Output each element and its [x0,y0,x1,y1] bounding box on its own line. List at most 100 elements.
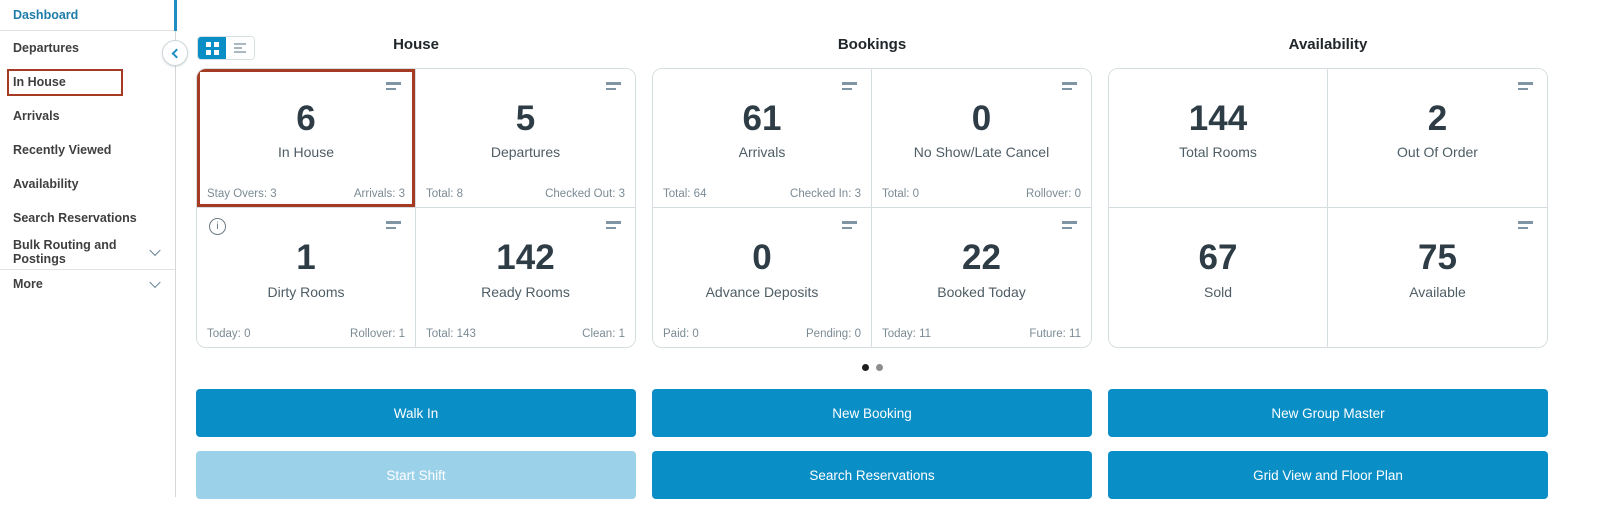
sidebar: Dashboard Departures In House Arrivals R… [0,0,175,497]
tile-flip-icon[interactable] [1518,221,1533,229]
tile-label: Out Of Order [1397,144,1478,161]
tile-in-house[interactable]: 6 In House Stay Overs: 3 Arrivals: 3 [197,69,416,208]
tile-foot-right: Checked In: 3 [790,188,861,200]
tile-advance-deposits[interactable]: 0 Advance Deposits Paid: 0 Pending: 0 [653,208,872,347]
new-group-master-button[interactable]: New Group Master [1108,389,1548,437]
tile-value: 5 [515,98,536,138]
sidebar-item-bulk-routing[interactable]: Bulk Routing and Postings [0,235,175,269]
tile-foot-left: Total: 0 [882,188,920,200]
tile-flip-icon[interactable] [606,221,621,229]
sidebar-item-label: Bulk Routing and Postings [13,238,117,266]
sidebar-more-group: More [0,269,175,297]
tile-flip-icon[interactable] [1062,82,1077,90]
tile-flip-icon[interactable] [842,82,857,90]
sidebar-item-availability[interactable]: Availability [0,167,175,201]
section-title-bookings: Bookings [837,36,907,53]
sidebar-item-in-house[interactable]: In House [0,65,175,99]
tile-label: Booked Today [937,283,1026,300]
chevron-down-icon [149,276,161,288]
grid-icon [205,41,219,55]
sidebar-item-departures[interactable]: Departures [0,31,175,65]
tile-flip-icon[interactable] [1062,221,1077,229]
list-icon [234,43,246,53]
tile-flip-icon[interactable] [842,221,857,229]
tile-no-show-late-cancel[interactable]: 0 No Show/Late Cancel Total: 0 Rollover:… [872,69,1091,208]
tile-dirty-rooms[interactable]: i 1 Dirty Rooms Today: 0 Rollover: 1 [197,208,416,347]
sidebar-item-label: Dashboard [13,8,79,22]
sidebar-item-more[interactable]: More [0,270,175,297]
tile-total-rooms[interactable]: 144 Total Rooms [1109,69,1328,208]
sidebar-item-recently-viewed[interactable]: Recently Viewed [0,133,175,167]
tile-flip-icon[interactable] [606,82,621,90]
tile-label: No Show/Late Cancel [913,144,1050,161]
availability-card: 144 Total Rooms 2 Out Of Order 67 Sold 7… [1108,68,1548,348]
tile-flip-icon[interactable] [1518,82,1533,90]
tile-label: In House [277,144,335,161]
house-card: 6 In House Stay Overs: 3 Arrivals: 3 5 D… [196,68,636,348]
grid-view-button[interactable] [198,37,226,59]
tile-label: Dirty Rooms [267,283,345,300]
tile-value: 61 [742,98,782,138]
tile-value: 6 [296,98,316,138]
tile-departures[interactable]: 5 Departures Total: 8 Checked Out: 3 [416,69,635,208]
tile-foot-right: Arrivals: 3 [353,188,405,200]
sidebar-item-label: Departures [13,41,79,55]
tile-value: 22 [962,238,1001,278]
tile-foot-left: Total: 143 [426,328,476,340]
list-view-button[interactable] [226,37,254,59]
tile-label: Available [1409,283,1466,300]
active-nav-indicator [174,0,177,31]
tile-booked-today[interactable]: 22 Booked Today Today: 11 Future: 11 [872,208,1091,347]
tile-foot-left: Stay Overs: 3 [207,188,277,200]
grid-view-floor-plan-button[interactable]: Grid View and Floor Plan [1108,451,1548,499]
tile-value: 67 [1198,238,1238,278]
sidebar-collapse-button[interactable] [162,40,188,66]
sidebar-item-search-reservations[interactable]: Search Reservations [0,201,175,235]
tile-foot-right: Future: 11 [1029,328,1081,340]
tile-ready-rooms[interactable]: 142 Ready Rooms Total: 143 Clean: 1 [416,208,635,347]
bookings-card: 61 Arrivals Total: 64 Checked In: 3 0 No… [652,68,1092,348]
tile-value: 142 [496,238,555,278]
tile-foot-left: Total: 64 [663,188,707,200]
tile-sold[interactable]: 67 Sold [1109,208,1328,347]
section-title-availability: Availability [1288,36,1368,53]
new-booking-button[interactable]: New Booking [652,389,1092,437]
tile-value: 2 [1427,98,1448,138]
search-reservations-button[interactable]: Search Reservations [652,451,1092,499]
tile-label: Total Rooms [1179,144,1257,161]
tile-out-of-order[interactable]: 2 Out Of Order [1328,69,1547,208]
tile-foot-right: Checked Out: 3 [545,188,625,200]
sidebar-item-arrivals[interactable]: Arrivals [0,99,175,133]
tile-value: 144 [1188,98,1248,138]
section-title-house: House [393,36,439,53]
tile-flip-icon[interactable] [386,82,401,90]
tile-value: 0 [752,238,772,278]
tile-label: Sold [1203,283,1233,300]
tile-label: Departures [490,144,561,161]
sidebar-item-label: Search Reservations [13,211,137,225]
start-shift-button: Start Shift [196,451,636,499]
pagination-dot[interactable] [875,364,883,371]
tile-label: Arrivals [738,144,786,161]
tile-foot-right: Rollover: 1 [350,328,405,340]
info-icon[interactable]: i [209,218,226,235]
sidebar-item-dashboard[interactable]: Dashboard [0,0,175,31]
sidebar-item-label: More [13,276,43,291]
sidebar-item-label: Arrivals [13,109,60,123]
sidebar-item-label: Availability [13,177,79,191]
tile-label: Advance Deposits [705,283,819,300]
tile-arrivals[interactable]: 61 Arrivals Total: 64 Checked In: 3 [653,69,872,208]
tile-flip-icon[interactable] [386,221,401,229]
tile-foot-right: Rollover: 0 [1026,188,1081,200]
carousel-pagination [196,364,1548,371]
sidebar-border [175,0,176,497]
pagination-dot[interactable] [861,364,869,371]
tile-foot-left: Total: 8 [426,188,464,200]
view-toggle [197,36,255,60]
sidebar-item-label: In House [13,75,66,89]
tile-foot-left: Today: 0 [207,328,251,340]
tile-foot-right: Pending: 0 [806,328,861,340]
tile-value: 75 [1418,238,1457,278]
walk-in-button[interactable]: Walk In [196,389,636,437]
tile-available[interactable]: 75 Available [1328,208,1547,347]
